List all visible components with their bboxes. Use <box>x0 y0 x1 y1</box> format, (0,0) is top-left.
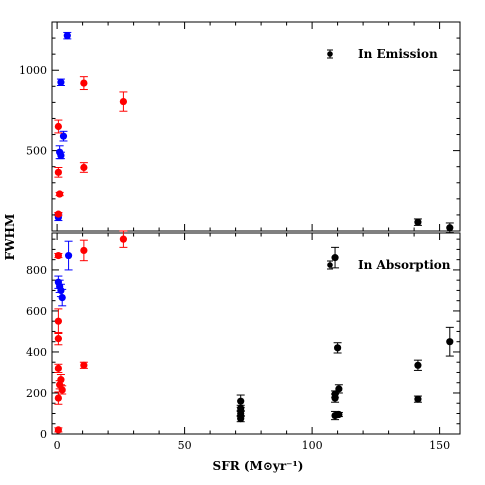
marker <box>54 317 62 325</box>
data-point <box>331 246 340 269</box>
data-point <box>236 415 245 423</box>
marker <box>54 251 62 260</box>
x-tick-label: 50 <box>178 439 192 452</box>
data-point <box>54 331 63 346</box>
marker <box>414 361 422 369</box>
marker <box>57 78 65 86</box>
marker <box>80 361 88 369</box>
data-point <box>334 410 343 419</box>
marker <box>331 394 339 402</box>
x-tick-label: 100 <box>302 439 323 452</box>
legend: In Absorption <box>327 258 451 272</box>
data-point <box>79 76 88 91</box>
x-tick-label: 150 <box>429 439 450 452</box>
series-1 <box>54 76 128 218</box>
marker <box>54 210 62 218</box>
y-axis-title: FWHM <box>3 214 17 261</box>
marker <box>335 410 343 419</box>
y-tick-label: 600 <box>26 305 47 318</box>
marker <box>237 397 245 405</box>
marker <box>63 32 71 40</box>
marker <box>446 224 454 232</box>
legend: In Emission <box>327 47 438 61</box>
data-point <box>54 251 63 260</box>
marker <box>237 415 245 423</box>
marker <box>414 395 422 403</box>
data-point <box>79 361 88 369</box>
legend-marker <box>327 51 333 57</box>
x-tick-label: 0 <box>54 439 61 452</box>
legend-label: In Absorption <box>358 258 451 272</box>
data-point <box>54 119 63 134</box>
data-point <box>79 239 88 262</box>
plot-frame <box>51 21 461 232</box>
marker <box>80 163 88 172</box>
data-point <box>79 162 88 173</box>
data-point <box>119 230 128 248</box>
marker <box>446 338 454 346</box>
data-point <box>54 210 63 218</box>
y-tick-label: 200 <box>26 387 47 400</box>
series-0 <box>54 240 73 307</box>
data-point <box>59 130 68 142</box>
y-tick-label: 400 <box>26 346 47 359</box>
marker <box>54 168 62 176</box>
y-tick-label: 0 <box>40 428 47 441</box>
marker <box>54 426 62 434</box>
data-point <box>54 363 63 373</box>
series-2 <box>236 246 454 423</box>
data-point <box>413 218 422 226</box>
data-point <box>54 308 63 334</box>
marker <box>331 254 339 262</box>
marker <box>119 235 127 243</box>
data-point <box>56 151 65 160</box>
x-axis-title-text: SFR (M⊙yr⁻¹) <box>213 459 304 473</box>
legend-marker <box>327 262 333 268</box>
data-point <box>64 240 73 271</box>
panels: 500 1000 In Emission 0 50 100 150 0 200 400 600 800… <box>19 21 461 452</box>
marker <box>80 79 88 87</box>
data-point <box>413 395 422 403</box>
marker <box>59 132 68 140</box>
data-point <box>58 288 67 307</box>
data-point <box>55 190 64 198</box>
data-point <box>63 31 72 40</box>
marker <box>54 394 62 402</box>
marker <box>64 251 73 260</box>
y-tick-label: 800 <box>26 264 47 277</box>
marker <box>57 286 65 295</box>
y-tick-label: 1000 <box>19 64 47 77</box>
marker <box>58 294 66 302</box>
x-axis-title: SFR (M⊙yr⁻¹) <box>213 459 304 473</box>
marker <box>80 246 88 255</box>
plot-frame <box>51 232 461 435</box>
marker <box>57 151 65 160</box>
data-point <box>413 359 422 371</box>
marker <box>119 97 127 106</box>
panel-absorption: 0 50 100 150 0 200 400 600 800 In Absorption <box>26 230 461 452</box>
y-tick-label: 500 <box>26 145 47 158</box>
series-1 <box>54 230 128 434</box>
data-point <box>54 426 63 434</box>
marker <box>56 190 64 198</box>
data-point <box>331 393 340 403</box>
legend-label: In Emission <box>358 47 438 61</box>
marker <box>334 344 342 352</box>
data-point <box>56 78 65 87</box>
data-point <box>445 326 454 357</box>
marker <box>54 335 62 343</box>
panel-emission: 500 1000 In Emission <box>19 21 461 234</box>
marker <box>54 122 62 131</box>
marker <box>414 218 422 226</box>
data-point <box>54 166 63 178</box>
data-point <box>119 91 128 112</box>
data-point <box>333 342 342 354</box>
series-2 <box>413 218 454 234</box>
marker <box>54 364 62 372</box>
data-point <box>54 391 63 405</box>
